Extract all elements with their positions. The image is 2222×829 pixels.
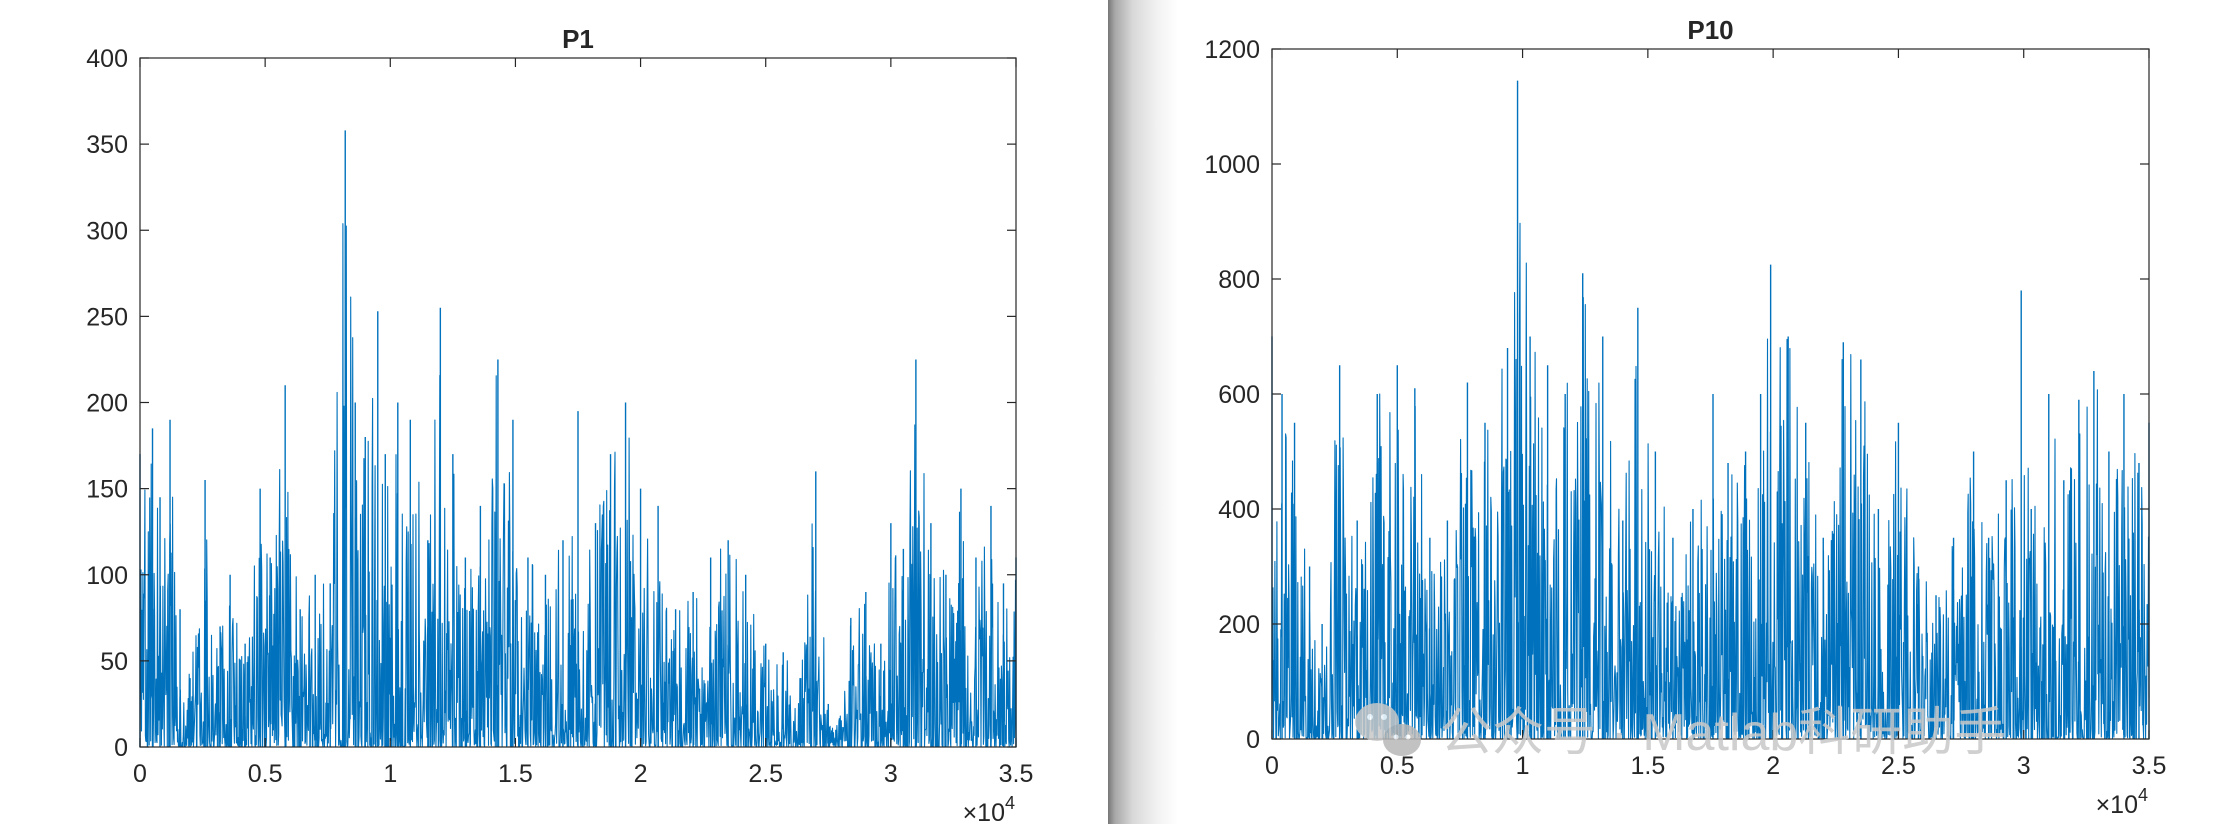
x-tick-label: 0 bbox=[1265, 752, 1279, 780]
y-tick-label: 350 bbox=[86, 131, 128, 159]
x-tick-label: 3 bbox=[2017, 752, 2031, 780]
x-tick-label: 1.5 bbox=[1630, 752, 1665, 780]
x-tick-label: 0 bbox=[133, 760, 147, 788]
x-tick-label: 2.5 bbox=[748, 760, 783, 788]
x-exponent-label: ×104 bbox=[2096, 785, 2148, 819]
y-tick-label: 150 bbox=[86, 476, 128, 504]
x-tick-label: 3 bbox=[884, 760, 898, 788]
y-tick-label: 100 bbox=[86, 562, 128, 590]
y-tick-label: 1000 bbox=[1204, 151, 1260, 179]
chart-title: P10 bbox=[1687, 15, 1733, 45]
watermark-text: 公众号 · Matlab科研助手 bbox=[1440, 704, 2006, 762]
x-tick-label: 2.5 bbox=[1881, 752, 1916, 780]
watermark: 公众号 · Matlab科研助手 bbox=[1355, 703, 2006, 762]
x-tick-label: 1 bbox=[383, 760, 397, 788]
chart-panel-p1: 0 0.5 1 1.5 2 2.5 3 3.5 0 50 100 150 200 250 300 350 400… bbox=[86, 24, 1034, 827]
y-tick-label: 400 bbox=[86, 45, 128, 73]
x-tick-label: 0.5 bbox=[1380, 752, 1415, 780]
x-tick-label: 3.5 bbox=[999, 760, 1034, 788]
y-tick-label: 200 bbox=[1218, 611, 1260, 639]
x-tick-label: 3.5 bbox=[2132, 752, 2167, 780]
chart-title: P1 bbox=[562, 24, 594, 54]
chart-panel-p10: 0 0.5 1 1.5 2 2.5 3 3.5 0 200 400 600 800 1000 1200 P10… bbox=[1204, 15, 2166, 819]
y-tick-label: 400 bbox=[1218, 496, 1260, 524]
wechat-icon bbox=[1355, 703, 1421, 756]
x-tick-label: 2 bbox=[1766, 752, 1780, 780]
x-tick-label: 1 bbox=[1516, 752, 1530, 780]
y-tick-label: 300 bbox=[86, 217, 128, 245]
x-exponent-label: ×104 bbox=[963, 793, 1015, 824]
y-tick-label: 50 bbox=[100, 648, 128, 676]
x-tick-label: 2 bbox=[634, 760, 648, 788]
y-tick-label: 1200 bbox=[1204, 36, 1260, 64]
window-divider bbox=[1108, 0, 1178, 824]
x-tick-label: 1.5 bbox=[498, 760, 533, 788]
x-tick-label: 0.5 bbox=[248, 760, 283, 788]
y-tick-label: 250 bbox=[86, 303, 128, 331]
y-tick-label: 0 bbox=[1246, 726, 1260, 754]
y-tick-label: 0 bbox=[114, 734, 128, 762]
y-tick-label: 800 bbox=[1218, 266, 1260, 294]
y-tick-label: 600 bbox=[1218, 381, 1260, 409]
y-tick-label: 200 bbox=[86, 390, 128, 418]
